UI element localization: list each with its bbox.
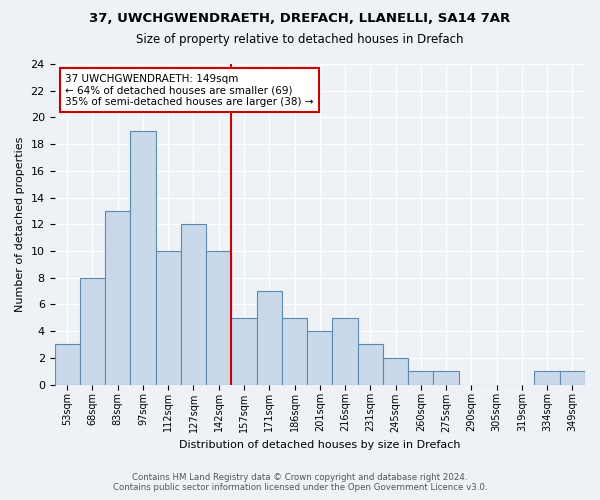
Text: Contains HM Land Registry data © Crown copyright and database right 2024.
Contai: Contains HM Land Registry data © Crown c…	[113, 473, 487, 492]
X-axis label: Distribution of detached houses by size in Drefach: Distribution of detached houses by size …	[179, 440, 461, 450]
Bar	[383, 358, 408, 384]
Bar	[232, 318, 257, 384]
Bar	[130, 131, 155, 384]
Bar	[358, 344, 383, 385]
Bar	[332, 318, 358, 384]
Bar	[282, 318, 307, 384]
Y-axis label: Number of detached properties: Number of detached properties	[15, 136, 25, 312]
Bar	[105, 211, 130, 384]
Bar	[155, 251, 181, 384]
Bar	[535, 371, 560, 384]
Text: 37, UWCHGWENDRAETH, DREFACH, LLANELLI, SA14 7AR: 37, UWCHGWENDRAETH, DREFACH, LLANELLI, S…	[89, 12, 511, 26]
Bar	[257, 291, 282, 384]
Text: 37 UWCHGWENDRAETH: 149sqm
← 64% of detached houses are smaller (69)
35% of semi-: 37 UWCHGWENDRAETH: 149sqm ← 64% of detac…	[65, 74, 314, 107]
Bar	[55, 344, 80, 385]
Bar	[433, 371, 458, 384]
Bar	[560, 371, 585, 384]
Bar	[206, 251, 232, 384]
Bar	[80, 278, 105, 384]
Text: Size of property relative to detached houses in Drefach: Size of property relative to detached ho…	[136, 32, 464, 46]
Bar	[307, 331, 332, 384]
Bar	[181, 224, 206, 384]
Bar	[408, 371, 433, 384]
